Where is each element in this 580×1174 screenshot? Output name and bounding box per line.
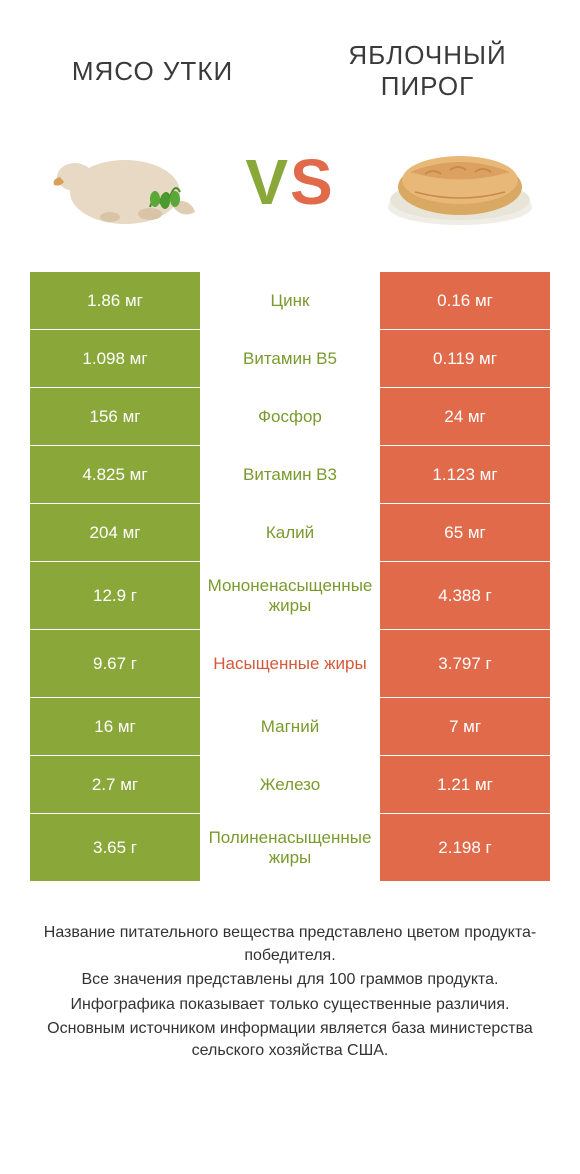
- value-right: 2.198 г: [380, 814, 550, 881]
- value-right: 0.16 мг: [380, 272, 550, 329]
- value-left: 4.825 мг: [30, 446, 200, 503]
- value-left: 2.7 мг: [30, 756, 200, 813]
- nutrient-label: Витамин B3: [200, 446, 380, 503]
- value-right: 3.797 г: [380, 630, 550, 697]
- table-row: 1.86 мгЦинк0.16 мг: [30, 272, 550, 330]
- value-left: 156 мг: [30, 388, 200, 445]
- value-right: 65 мг: [380, 504, 550, 561]
- table-row: 4.825 мгВитамин B31.123 мг: [30, 446, 550, 504]
- title-left: МЯСО УТКИ: [40, 56, 265, 87]
- pie-illustration: [370, 122, 550, 242]
- value-right: 7 мг: [380, 698, 550, 755]
- footer-line: Инфографика показывает только существенн…: [30, 994, 550, 1016]
- value-left: 9.67 г: [30, 630, 200, 697]
- table-row: 3.65 гПолиненасыщенные жиры2.198 г: [30, 814, 550, 882]
- vs-label: VS: [245, 145, 334, 219]
- value-right: 24 мг: [380, 388, 550, 445]
- footer-line: Название питательного вещества представл…: [30, 922, 550, 967]
- value-right: 1.21 мг: [380, 756, 550, 813]
- nutrient-label: Калий: [200, 504, 380, 561]
- table-row: 16 мгМагний7 мг: [30, 698, 550, 756]
- table-row: 204 мгКалий65 мг: [30, 504, 550, 562]
- value-right: 1.123 мг: [380, 446, 550, 503]
- nutrient-label: Цинк: [200, 272, 380, 329]
- illustration-row: VS: [0, 112, 580, 272]
- value-left: 204 мг: [30, 504, 200, 561]
- value-left: 3.65 г: [30, 814, 200, 881]
- value-right: 4.388 г: [380, 562, 550, 629]
- value-left: 12.9 г: [30, 562, 200, 629]
- table-row: 2.7 мгЖелезо1.21 мг: [30, 756, 550, 814]
- nutrient-label: Магний: [200, 698, 380, 755]
- value-left: 1.86 мг: [30, 272, 200, 329]
- value-right: 0.119 мг: [380, 330, 550, 387]
- header: МЯСО УТКИ ЯБЛОЧНЫЙ ПИРОГ: [0, 0, 580, 112]
- value-left: 16 мг: [30, 698, 200, 755]
- nutrient-label: Витамин B5: [200, 330, 380, 387]
- comparison-table: 1.86 мгЦинк0.16 мг1.098 мгВитамин B50.11…: [30, 272, 550, 882]
- vs-s: S: [290, 146, 335, 218]
- footer-line: Основным источником информации является …: [30, 1018, 550, 1063]
- nutrient-label: Мононенасыщенные жиры: [200, 562, 380, 629]
- value-left: 1.098 мг: [30, 330, 200, 387]
- nutrient-label: Фосфор: [200, 388, 380, 445]
- nutrient-label: Полиненасыщенные жиры: [200, 814, 380, 881]
- table-row: 9.67 гНасыщенные жиры3.797 г: [30, 630, 550, 698]
- duck-illustration: [30, 122, 210, 242]
- table-row: 1.098 мгВитамин B50.119 мг: [30, 330, 550, 388]
- table-row: 12.9 гМононенасыщенные жиры4.388 г: [30, 562, 550, 630]
- vs-v: V: [245, 146, 290, 218]
- footer-notes: Название питательного вещества представл…: [30, 922, 550, 1062]
- nutrient-label: Насыщенные жиры: [200, 630, 380, 697]
- footer-line: Все значения представлены для 100 граммо…: [30, 969, 550, 991]
- table-row: 156 мгФосфор24 мг: [30, 388, 550, 446]
- nutrient-label: Железо: [200, 756, 380, 813]
- title-right: ЯБЛОЧНЫЙ ПИРОГ: [315, 40, 540, 102]
